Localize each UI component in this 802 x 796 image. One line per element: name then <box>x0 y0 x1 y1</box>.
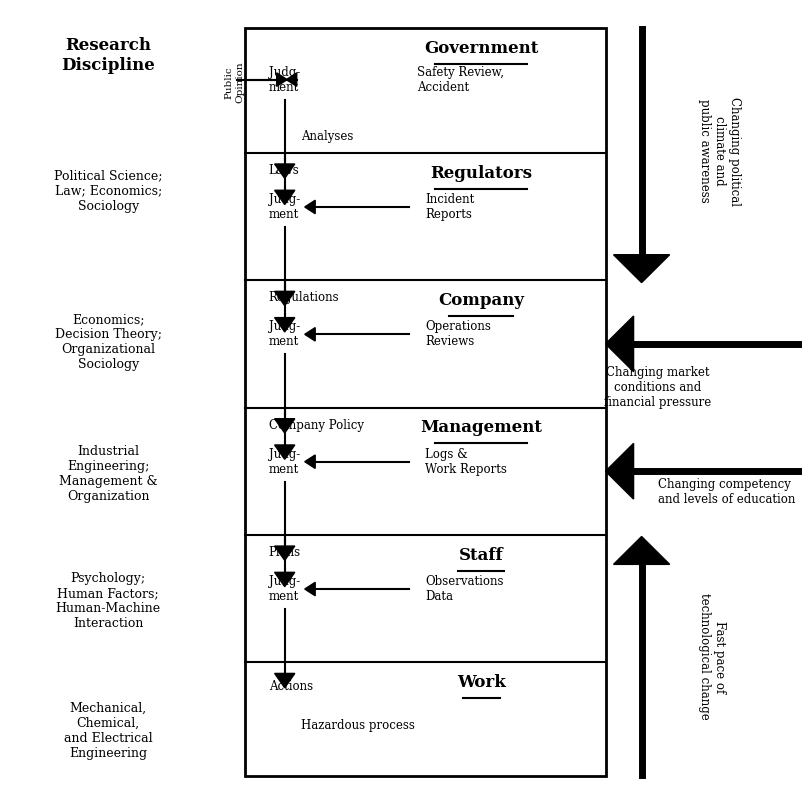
Bar <box>245 28 606 776</box>
Text: Research
Discipline: Research Discipline <box>62 37 155 74</box>
Text: Safety Review,
Accident: Safety Review, Accident <box>417 65 504 94</box>
Polygon shape <box>274 419 295 433</box>
Text: Logs &
Work Reports: Logs & Work Reports <box>425 447 507 476</box>
Text: Government: Government <box>424 40 538 57</box>
Text: Judg-
ment: Judg- ment <box>269 447 300 476</box>
Text: Company: Company <box>438 292 525 309</box>
Text: Judg-
ment: Judg- ment <box>269 575 300 603</box>
Text: Regulations: Regulations <box>269 291 339 304</box>
Text: Staff: Staff <box>459 547 504 564</box>
Text: Management: Management <box>420 419 542 436</box>
Polygon shape <box>606 316 634 372</box>
Text: Laws: Laws <box>269 164 299 177</box>
Polygon shape <box>614 255 670 283</box>
Text: Judg-
ment: Judg- ment <box>269 65 300 94</box>
Text: Work: Work <box>457 674 505 691</box>
Polygon shape <box>614 537 670 564</box>
Polygon shape <box>274 572 295 587</box>
Polygon shape <box>274 318 295 332</box>
Text: Economics;
Decision Theory;
Organizational
Sociology: Economics; Decision Theory; Organization… <box>55 314 162 371</box>
Text: Psychology;
Human Factors;
Human-Machine
Interaction: Psychology; Human Factors; Human-Machine… <box>55 572 161 630</box>
Text: Political Science;
Law; Economics;
Sociology: Political Science; Law; Economics; Socio… <box>54 170 163 213</box>
Polygon shape <box>286 73 297 86</box>
Text: Regulators: Regulators <box>430 165 533 181</box>
Text: Industrial
Engineering;
Management &
Organization: Industrial Engineering; Management & Org… <box>59 445 157 502</box>
Text: Incident
Reports: Incident Reports <box>425 193 474 221</box>
Text: Judg-
ment: Judg- ment <box>269 193 300 221</box>
Text: Observations
Data: Observations Data <box>425 575 504 603</box>
Polygon shape <box>274 190 295 205</box>
Text: Operations
Reviews: Operations Reviews <box>425 320 491 349</box>
Text: Analyses: Analyses <box>301 131 353 143</box>
Text: Judg-
ment: Judg- ment <box>269 320 300 349</box>
Polygon shape <box>274 164 295 178</box>
Text: Fast pace of
technological change: Fast pace of technological change <box>698 593 726 720</box>
Text: Changing political
climate and
public awareness: Changing political climate and public aw… <box>698 97 741 205</box>
Polygon shape <box>305 328 315 341</box>
Polygon shape <box>274 546 295 560</box>
Text: Plans: Plans <box>269 546 301 559</box>
Text: Mechanical,
Chemical,
and Electrical
Engineering: Mechanical, Chemical, and Electrical Eng… <box>64 702 152 759</box>
Polygon shape <box>606 443 634 499</box>
Text: Company Policy: Company Policy <box>269 419 363 431</box>
Polygon shape <box>305 201 315 213</box>
Polygon shape <box>305 455 315 468</box>
Polygon shape <box>274 673 295 688</box>
Polygon shape <box>274 445 295 459</box>
Text: Public
Opinion: Public Opinion <box>225 61 244 103</box>
Text: Changing competency
and levels of education: Changing competency and levels of educat… <box>658 478 795 505</box>
Polygon shape <box>277 73 287 86</box>
Polygon shape <box>274 291 295 306</box>
Text: Actions: Actions <box>269 680 313 693</box>
Polygon shape <box>305 583 315 595</box>
Text: Hazardous process: Hazardous process <box>301 720 415 732</box>
Text: Changing market
conditions and
financial pressure: Changing market conditions and financial… <box>604 366 711 409</box>
